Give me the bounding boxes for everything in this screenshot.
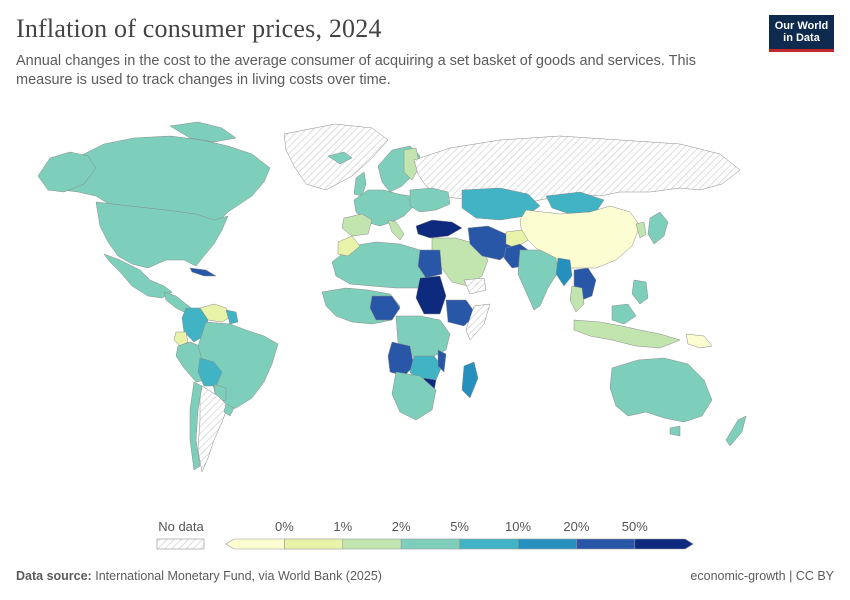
legend-tick-label: 2%	[392, 519, 411, 534]
country-australia[interactable]	[609, 357, 713, 423]
country-somalia[interactable]	[465, 303, 491, 341]
logo-line-2: in Data	[783, 32, 820, 44]
country-uk[interactable]	[353, 171, 367, 197]
country-korea[interactable]	[635, 221, 647, 239]
country-canada-islands[interactable]	[169, 121, 237, 143]
country-southern-africa[interactable]	[391, 371, 437, 421]
country-arabian-yemen[interactable]	[463, 277, 487, 295]
color-legend: No data 0% 1% 2% 5% 10% 20% 50%	[156, 519, 694, 550]
legend-bin	[517, 538, 577, 550]
data-source-text: International Monetary Fund, via World B…	[95, 569, 382, 583]
country-india[interactable]	[517, 249, 559, 311]
legend-bin	[459, 538, 519, 550]
country-argentina[interactable]	[197, 385, 229, 473]
country-malawi[interactable]	[437, 349, 447, 373]
country-cuba[interactable]	[189, 267, 217, 277]
legend-tick-label: 1%	[333, 519, 352, 534]
country-spain[interactable]	[341, 213, 373, 237]
country-guyana[interactable]	[225, 309, 239, 325]
country-thailand[interactable]	[569, 285, 585, 313]
logo-line-1: Our World	[774, 20, 829, 32]
country-philippines[interactable]	[631, 279, 649, 305]
legend-tick-label: 50%	[622, 519, 648, 534]
country-myanmar[interactable]	[555, 257, 573, 287]
country-papua[interactable]	[685, 333, 713, 349]
legend-tick-label: 10%	[505, 519, 531, 534]
country-borneo[interactable]	[611, 303, 637, 325]
country-afghanistan[interactable]	[505, 229, 529, 249]
legend-tick-label: 5%	[450, 519, 469, 534]
legend-bin	[400, 538, 460, 550]
country-japan[interactable]	[647, 211, 669, 245]
country-italy[interactable]	[387, 219, 405, 241]
legend-bin	[342, 538, 402, 550]
country-turkey[interactable]	[415, 219, 463, 239]
country-russia[interactable]	[413, 135, 741, 205]
legend-bin	[284, 538, 344, 550]
country-colombia[interactable]	[181, 307, 209, 343]
legend-tick-label: 20%	[563, 519, 589, 534]
legend-bin	[225, 538, 285, 550]
country-iceland[interactable]	[327, 151, 353, 165]
country-madagascar[interactable]	[461, 361, 479, 399]
country-tasmania[interactable]	[669, 425, 681, 437]
chart-subtitle: Annual changes in the cost to the averag…	[16, 53, 697, 88]
data-source-label: Data source:	[16, 569, 92, 583]
country-egypt[interactable]	[417, 249, 443, 279]
country-finland[interactable]	[403, 147, 421, 181]
country-morocco[interactable]	[337, 235, 361, 257]
legend-bin	[634, 538, 694, 550]
country-canada[interactable]	[47, 135, 271, 225]
country-nigeria[interactable]	[369, 295, 401, 321]
legend-bin	[576, 538, 636, 550]
chart-title: Inflation of consumer prices, 2024	[16, 14, 382, 43]
country-uruguay[interactable]	[223, 403, 235, 417]
topic-license[interactable]: economic-growth | CC BY	[690, 569, 834, 583]
country-alaska[interactable]	[37, 151, 97, 193]
country-usa[interactable]	[95, 201, 229, 269]
legend-tick-label: 0%	[275, 519, 294, 534]
country-new-zealand[interactable]	[725, 415, 747, 447]
owid-logo[interactable]: Our World in Data	[769, 15, 834, 52]
world-map[interactable]	[0, 110, 850, 510]
country-east-europe[interactable]	[409, 187, 451, 213]
country-sudan[interactable]	[415, 275, 447, 315]
data-source: Data source: International Monetary Fund…	[16, 569, 382, 583]
country-indonesia[interactable]	[573, 319, 681, 349]
legend-no-data-swatch	[156, 538, 205, 550]
legend-no-data-label: No data	[158, 519, 204, 534]
